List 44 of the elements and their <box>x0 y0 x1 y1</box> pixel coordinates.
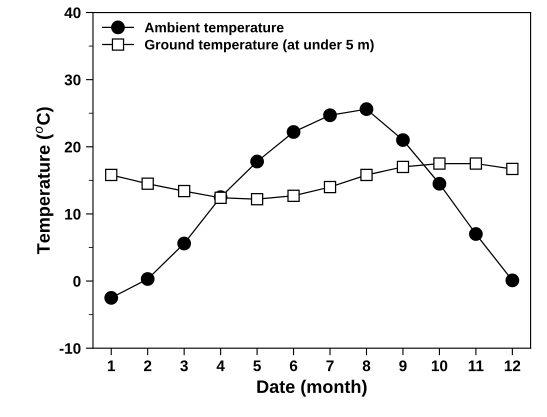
point <box>396 133 410 147</box>
x-axis-title: Date (month) <box>257 380 367 397</box>
point <box>177 236 192 250</box>
y-tick-label: 10 <box>65 208 81 220</box>
point <box>470 157 482 170</box>
y-tick-label: 20 <box>64 142 81 152</box>
legend-label: Ground temperature (at under 5 m) <box>144 39 374 52</box>
y-tick-label: 40 <box>64 7 81 18</box>
point <box>506 162 519 176</box>
point <box>286 125 300 139</box>
y-tick-label: 0 <box>73 276 81 287</box>
x-tick-label: 4 <box>216 360 225 372</box>
x-tick-label: 11 <box>468 360 484 372</box>
point <box>433 157 446 170</box>
y-tick-label: -10 <box>60 343 81 354</box>
y-axis-title: Temperature ($^{o}$C) <box>36 107 54 254</box>
legend-label: Ambient temperature <box>144 22 284 36</box>
point <box>324 180 336 194</box>
point <box>105 168 118 182</box>
point <box>360 102 374 116</box>
x-tick-label: 3 <box>180 360 188 372</box>
x-tick-label: 12 <box>504 360 520 372</box>
point <box>396 160 410 174</box>
x-tick-label: 1 <box>108 360 116 372</box>
point <box>140 272 155 286</box>
x-tick-label: 10 <box>432 360 448 372</box>
point <box>104 290 118 305</box>
point <box>142 178 154 190</box>
point <box>250 192 264 206</box>
x-tick-label: 9 <box>399 360 407 372</box>
x-tick-label: 8 <box>362 360 370 372</box>
point <box>432 176 446 191</box>
x-tick-label: 2 <box>144 360 152 372</box>
point <box>250 154 264 168</box>
point <box>469 227 483 241</box>
point <box>323 108 337 122</box>
point <box>287 190 300 202</box>
y-tick-label: 30 <box>64 74 81 86</box>
x-tick-label: 5 <box>253 360 261 372</box>
x-tick-label: 6 <box>290 360 298 372</box>
point <box>505 274 520 288</box>
point <box>360 168 373 182</box>
x-tick-label: 7 <box>326 360 334 372</box>
point <box>178 184 190 198</box>
